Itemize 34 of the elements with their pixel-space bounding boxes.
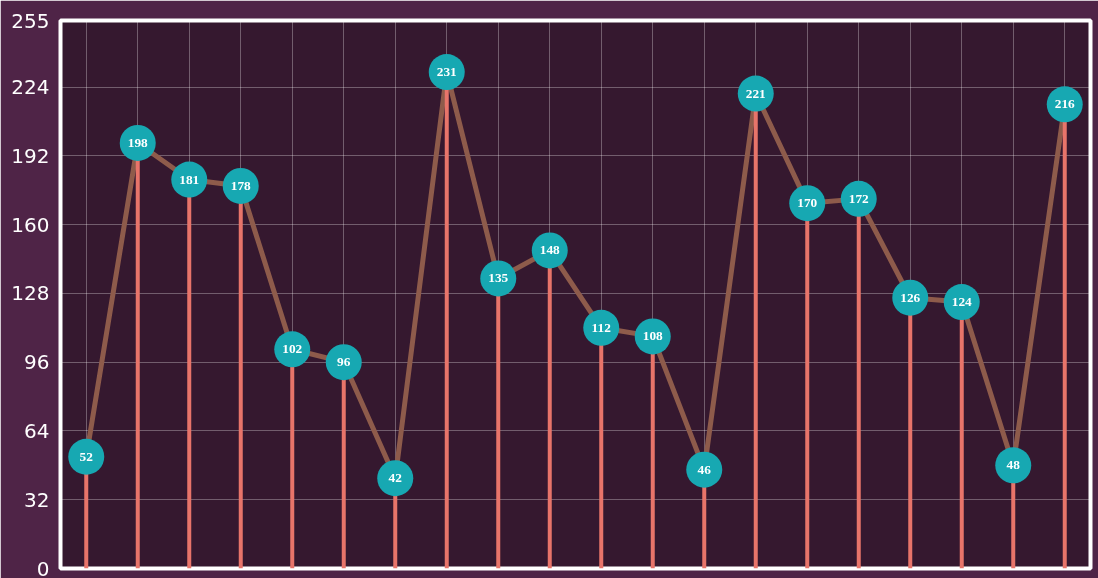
- data-label: 181: [179, 171, 200, 187]
- data-label: 170: [797, 195, 818, 211]
- point: [325, 344, 362, 381]
- data-label: 221: [745, 85, 766, 101]
- data-label: 148: [539, 242, 561, 258]
- data-label: 178: [230, 177, 252, 193]
- y-tick-label: 96: [24, 350, 50, 375]
- data-label: 52: [79, 448, 94, 464]
- data-label: 48: [1006, 457, 1021, 473]
- y-tick-label: 128: [11, 281, 50, 306]
- y-tick-label: 32: [24, 487, 50, 512]
- data-label: 96: [337, 354, 351, 370]
- data-label: 231: [436, 64, 457, 80]
- data-label: 108: [642, 328, 664, 344]
- data-label: 112: [591, 319, 612, 335]
- data-label: 126: [900, 289, 921, 305]
- point: [68, 438, 105, 475]
- y-tick-label: 192: [11, 143, 50, 168]
- data-label: 216: [1054, 96, 1076, 112]
- data-label: 198: [127, 134, 149, 150]
- data-label: 135: [488, 270, 509, 286]
- data-label: 172: [848, 190, 870, 206]
- y-tick-label: 0: [36, 556, 50, 578]
- y-tick-label: 255: [11, 8, 50, 33]
- data-label: 124: [951, 294, 973, 310]
- data-label: 46: [697, 461, 712, 477]
- point: [686, 451, 723, 488]
- y-tick-label: 64: [24, 418, 50, 443]
- y-tick-label: 160: [11, 212, 50, 237]
- data-label: 102: [282, 341, 303, 357]
- data-label: 42: [388, 470, 403, 486]
- y-tick-label: 224: [11, 75, 50, 100]
- point: [377, 460, 414, 497]
- point: [995, 447, 1032, 484]
